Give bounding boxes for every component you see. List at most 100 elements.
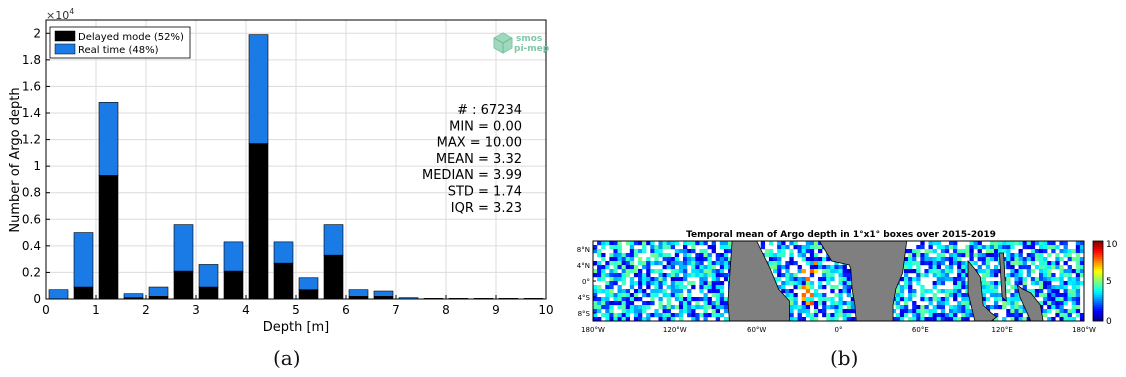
map-cell <box>1038 261 1044 266</box>
map-cell <box>633 313 639 318</box>
map-cell <box>953 277 958 282</box>
map-cell <box>691 245 696 250</box>
map-cell <box>642 249 647 254</box>
map-cell <box>695 261 700 266</box>
map-cell <box>683 253 688 258</box>
map-cell <box>969 245 974 250</box>
map-cell <box>613 273 618 278</box>
map-cell <box>654 277 659 282</box>
map-cell <box>1026 289 1032 294</box>
map-cell <box>609 305 614 310</box>
map-cell <box>813 317 819 322</box>
map-cell <box>928 313 933 318</box>
colorbar-segment <box>1093 241 1103 244</box>
map-cell <box>953 253 958 258</box>
map-cell <box>621 309 626 314</box>
map-cell <box>597 253 602 258</box>
map-cell <box>699 305 704 310</box>
map-cell <box>1030 241 1036 246</box>
map-cell <box>1051 265 1056 270</box>
map-cell <box>1075 249 1081 254</box>
statistic-line: IQR = 3.23 <box>451 201 522 216</box>
map-cell <box>924 297 929 302</box>
colorbar-segment <box>1093 277 1103 280</box>
map-cell <box>629 253 635 258</box>
map-cell <box>597 297 602 302</box>
map-cell <box>981 277 986 282</box>
map-cell <box>601 305 606 310</box>
legend-label-realtime: Real time (48%) <box>78 45 159 56</box>
map-cell <box>965 245 970 250</box>
map-cell <box>691 297 696 302</box>
map-cell <box>674 249 680 254</box>
map-cell <box>965 297 970 302</box>
map-cell <box>699 261 704 266</box>
map-cell <box>1043 245 1048 250</box>
map-cell <box>1063 253 1068 258</box>
map-cell <box>957 249 962 254</box>
map-cell <box>822 257 827 262</box>
map-cell <box>711 309 716 314</box>
map-cell <box>1010 241 1015 246</box>
map-cell <box>683 249 688 254</box>
map-cell <box>916 277 921 282</box>
map-cell <box>998 281 1003 286</box>
map-cell <box>666 273 671 278</box>
map-cell <box>916 305 921 310</box>
map-cell <box>768 265 774 270</box>
map-cell <box>985 285 991 290</box>
colorbar-segment <box>1093 297 1103 300</box>
map-cell <box>715 285 721 290</box>
map-cell <box>662 265 667 270</box>
map-cell <box>707 305 712 310</box>
map-cell <box>703 309 708 314</box>
map-cell <box>916 245 921 250</box>
map-cell <box>1038 277 1044 282</box>
map-cell <box>1010 285 1015 290</box>
map-cell <box>785 269 790 274</box>
map-cell <box>605 285 610 290</box>
map-cell <box>633 289 639 294</box>
map-cell <box>1075 301 1081 306</box>
map-cell <box>969 249 974 254</box>
map-cell <box>1055 305 1060 310</box>
map-cell <box>670 269 676 274</box>
map-cell <box>629 305 635 310</box>
map-cell <box>687 313 692 318</box>
map-cell <box>1059 273 1064 278</box>
map-cell <box>1018 313 1023 318</box>
map-cell <box>670 241 676 246</box>
map-cell <box>1043 261 1048 266</box>
map-cell <box>801 293 806 298</box>
map-cell <box>809 245 815 250</box>
map-cell <box>981 261 986 266</box>
map-cell <box>932 317 937 322</box>
map-cell <box>985 273 991 278</box>
map-cell <box>1047 241 1052 246</box>
map-cell <box>723 297 729 302</box>
map-cell <box>617 297 622 302</box>
map-cell <box>1059 313 1064 318</box>
y-tick-label: 1 <box>33 159 41 173</box>
maritime-continent-landmass-1 <box>967 259 998 322</box>
map-cell <box>642 245 647 250</box>
map-cell <box>613 293 618 298</box>
map-cell <box>781 241 786 246</box>
map-cell <box>674 293 680 298</box>
map-cell <box>944 245 950 250</box>
map-cell <box>1055 293 1060 298</box>
colorbar-segment <box>1093 303 1103 306</box>
map-cell <box>924 317 929 322</box>
map-cell <box>998 245 1003 250</box>
map-cell <box>711 265 716 270</box>
x-tick-label: 5 <box>292 303 300 317</box>
map-cell <box>633 273 639 278</box>
map-cell <box>1075 305 1081 310</box>
map-cell <box>666 253 671 258</box>
map-cell <box>899 305 905 310</box>
map-cell <box>1006 241 1011 246</box>
map-cell <box>1018 261 1023 266</box>
map-cell <box>638 257 643 262</box>
map-cell <box>932 265 937 270</box>
map-cell <box>932 281 937 286</box>
